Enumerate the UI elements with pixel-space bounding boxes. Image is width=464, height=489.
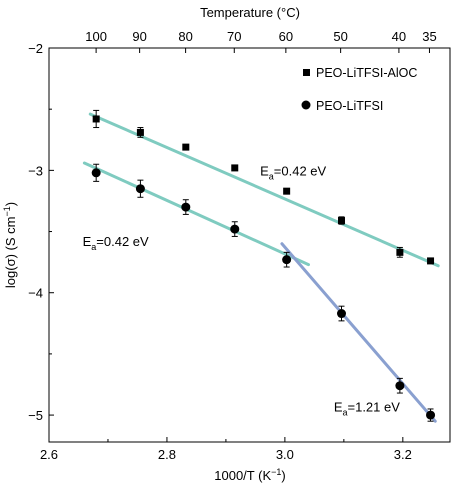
legend-label-peo: PEO-LiTFSI: [316, 99, 383, 113]
data-point-square: [337, 217, 345, 225]
top-tick-label: 80: [178, 29, 192, 44]
data-point-circle: [135, 184, 145, 194]
data-point-circle: [282, 255, 292, 265]
data-point-square: [231, 164, 239, 172]
y-axis-title: log(σ) (S cm−1): [2, 202, 18, 288]
x-axis-title: 1000/T (K−1): [214, 467, 285, 483]
data-point-circle: [426, 410, 436, 420]
fit-line: [82, 161, 310, 267]
data-point-square: [182, 143, 190, 151]
legend-label-aloc: PEO-LiTFSI-AlOC: [316, 66, 417, 80]
data-point-circle: [181, 202, 191, 212]
data-point-circle: [336, 309, 346, 319]
error-bars: [93, 109, 434, 422]
x-tick-label: 2.6: [40, 447, 58, 462]
top-tick-label: 90: [132, 29, 146, 44]
plot-frame: [48, 47, 451, 443]
chart-text: Temperature (°C) 1000/T (K−1) log(σ) (S …: [2, 5, 437, 483]
legend-marker-square: [303, 69, 310, 76]
activation-energy-label: Ea=0.42 eV: [83, 234, 149, 252]
top-tick-label: 100: [85, 29, 107, 44]
data-point-square: [136, 128, 144, 136]
data-point-circle: [230, 224, 240, 234]
data-point-square: [427, 257, 435, 265]
top-axis-title: Temperature (°C): [200, 5, 300, 20]
y-tick-label: −5: [28, 408, 43, 423]
y-tick-label: −2: [28, 41, 43, 56]
top-tick-label: 40: [392, 29, 406, 44]
y-tick-label: −3: [28, 163, 43, 178]
activation-energy-label: Ea=0.42 eV: [260, 163, 326, 181]
legend-marker-circle: [301, 100, 311, 110]
data-markers: [91, 115, 436, 420]
data-point-square: [283, 187, 291, 195]
fit-line: [88, 112, 440, 268]
x-tick-label: 3.0: [276, 447, 294, 462]
activation-energy-label: Ea=1.21 eV: [334, 399, 400, 417]
y-tick-label: −4: [28, 286, 43, 301]
top-tick-label: 35: [422, 29, 436, 44]
top-tick-label: 50: [333, 29, 347, 44]
data-point-circle: [91, 168, 101, 178]
fit-lines: [82, 112, 440, 423]
top-tick-label: 70: [227, 29, 241, 44]
fit-line: [280, 242, 437, 423]
legend: PEO-LiTFSI-AlOC PEO-LiTFSI: [301, 66, 417, 113]
data-point-square: [92, 115, 100, 123]
top-tick-label: 60: [279, 29, 293, 44]
data-point-circle: [395, 381, 405, 391]
x-tick-label: 3.2: [394, 447, 412, 462]
axes-layer: [48, 47, 430, 442]
x-tick-label: 2.8: [158, 447, 176, 462]
data-point-square: [396, 248, 404, 256]
